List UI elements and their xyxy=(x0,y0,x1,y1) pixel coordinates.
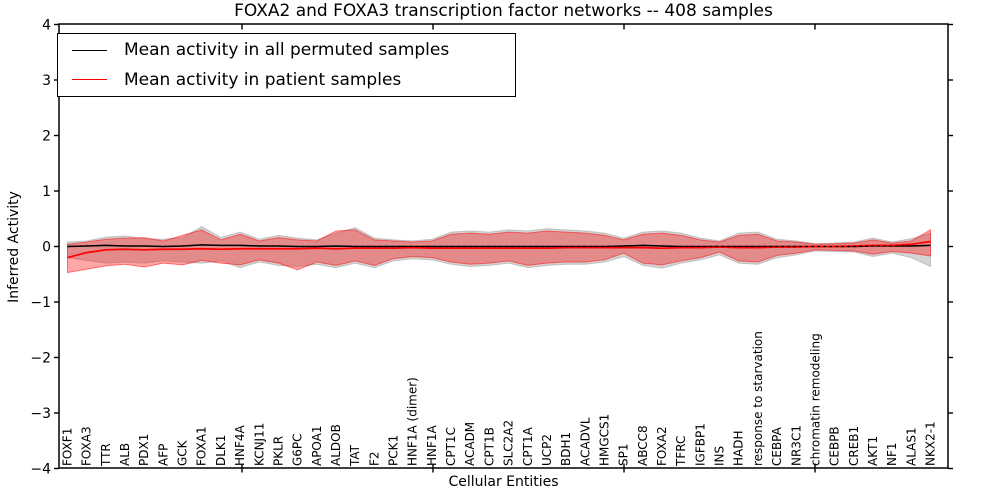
x-category-label: AFP xyxy=(156,444,170,466)
x-category-label: ABCC8 xyxy=(636,425,650,466)
x-category-label: PKLR xyxy=(271,436,285,466)
x-category-label: INS xyxy=(713,446,727,466)
x-category-label: ALAS1 xyxy=(904,427,918,466)
y-tick-label: −1 xyxy=(30,295,51,311)
x-category-label: NF1 xyxy=(885,442,899,466)
x-category-label: HADH xyxy=(732,431,746,467)
legend-label: Mean activity in patient samples xyxy=(124,69,402,90)
x-category-label: SP1 xyxy=(617,444,631,467)
x-category-label: ACADVL xyxy=(578,417,592,466)
x-category-label: PCK1 xyxy=(387,435,401,466)
x-category-label: TTR xyxy=(99,443,113,467)
x-axis-label: Cellular Entities xyxy=(448,474,559,490)
y-tick-label: 1 xyxy=(42,184,51,200)
x-category-label: FOXA2 xyxy=(655,426,669,466)
line-patient-mean xyxy=(67,240,931,259)
x-category-label: HNF1A (dimer) xyxy=(406,377,420,466)
x-category-label: GCK xyxy=(176,439,190,466)
x-category-label: CPT1A xyxy=(521,426,535,466)
x-category-label: ACADM xyxy=(463,422,477,466)
x-category-label: G6PC xyxy=(291,433,305,466)
x-category-label: CREB1 xyxy=(847,426,861,466)
x-category-label: NR3C1 xyxy=(789,425,803,466)
legend-line-sample-black xyxy=(72,49,107,51)
x-category-label: FOXF1 xyxy=(61,428,75,466)
x-category-label: TAT xyxy=(348,444,362,467)
x-category-label: KCNJ11 xyxy=(252,423,266,466)
x-category-label: FOXA3 xyxy=(80,426,94,466)
x-category-label: SLC2A2 xyxy=(502,420,516,466)
x-category-label: FOXA1 xyxy=(195,426,209,466)
chart-title: FOXA2 and FOXA3 transcription factor net… xyxy=(234,1,773,21)
x-category-label: NKX2-1 xyxy=(924,421,938,466)
y-tick-label: 2 xyxy=(42,129,51,145)
x-category-label: CEBPA xyxy=(770,426,784,466)
legend-line-sample-red xyxy=(72,79,107,81)
x-category-label: CPT1C xyxy=(444,427,458,466)
x-category-label: TFRC xyxy=(674,436,688,467)
x-category-label: PDX1 xyxy=(137,434,151,466)
x-category-label: IGFBP1 xyxy=(693,423,707,466)
x-category-label: ALDOB xyxy=(329,424,343,466)
x-category-label: HNF1A xyxy=(425,424,439,466)
x-category-label: HMGCS1 xyxy=(597,414,611,466)
y-tick-label: −4 xyxy=(30,462,51,478)
y-tick-label: 4 xyxy=(42,18,51,34)
y-tick-label: 0 xyxy=(42,240,51,256)
x-category-label: F2 xyxy=(367,451,381,466)
x-category-label: response to starvation xyxy=(751,331,765,466)
x-category-label: AKT1 xyxy=(866,436,880,466)
y-tick-label: −3 xyxy=(30,406,51,422)
x-category-label: APOA1 xyxy=(310,425,324,466)
x-category-label: CEBPB xyxy=(828,426,842,466)
legend-entry-patient: Mean activity in patient samples xyxy=(72,67,515,93)
y-tick-label: 3 xyxy=(42,73,51,89)
y-axis-label: Inferred Activity xyxy=(6,191,22,303)
x-category-label: BDH1 xyxy=(559,432,573,466)
legend: Mean activity in all permuted samples Me… xyxy=(57,33,516,97)
x-category-label: ALB xyxy=(118,443,132,466)
x-category-label: HNF4A xyxy=(233,424,247,466)
legend-entry-permuted: Mean activity in all permuted samples xyxy=(72,37,515,63)
y-tick-label: −2 xyxy=(30,351,51,367)
band-patient-std xyxy=(67,228,931,274)
x-category-label: chromatin remodeling xyxy=(808,333,822,466)
legend-label: Mean activity in all permuted samples xyxy=(124,40,450,61)
x-category-label: DLK1 xyxy=(214,435,228,466)
x-category-label: UCP2 xyxy=(540,434,554,466)
x-category-label: CPT1B xyxy=(482,427,496,466)
